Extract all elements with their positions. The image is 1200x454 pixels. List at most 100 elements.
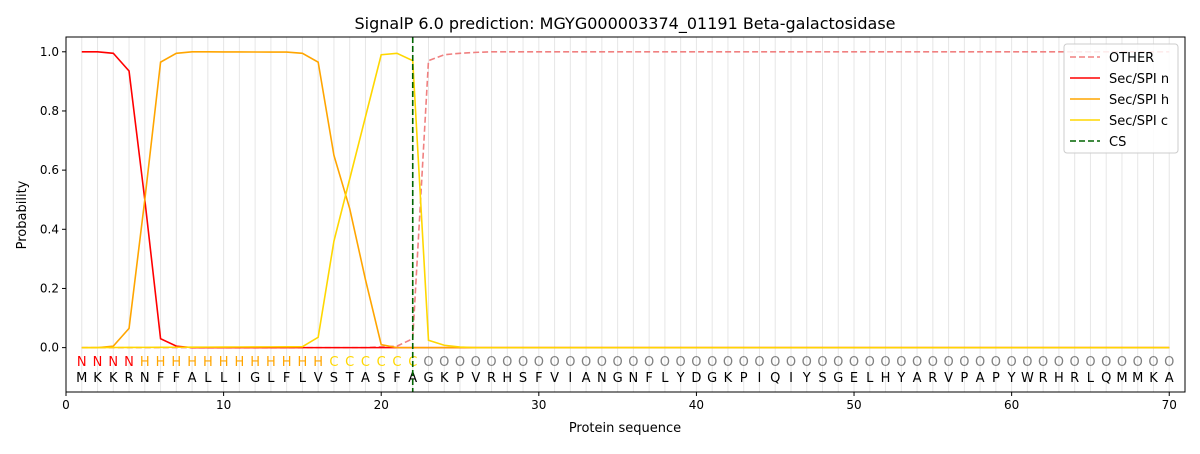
- residue-letter: G: [613, 371, 623, 386]
- residue-letter: V: [471, 371, 480, 386]
- y-axis-label: Probability: [15, 180, 30, 249]
- residue-letter: L: [661, 371, 669, 386]
- residue-letter: F: [173, 371, 180, 386]
- y-tick-label: 0.2: [40, 281, 59, 295]
- region-label: C: [345, 355, 354, 370]
- residue-letter: M: [1116, 371, 1127, 386]
- region-label: O: [455, 355, 465, 370]
- legend-label: Sec/SPI n: [1109, 72, 1169, 87]
- residue-letter: F: [157, 371, 164, 386]
- region-label: O: [691, 355, 701, 370]
- region-label: O: [991, 355, 1001, 370]
- region-label: O: [754, 355, 764, 370]
- residue-letter: A: [361, 371, 370, 386]
- region-label: O: [707, 355, 717, 370]
- residue-letter: V: [550, 371, 559, 386]
- residue-letter: S: [519, 371, 527, 386]
- x-tick-label: 0: [62, 398, 70, 412]
- residue-letter: K: [93, 371, 102, 386]
- region-label: O: [943, 355, 953, 370]
- residue-letter: P: [992, 371, 1000, 386]
- region-label: O: [1038, 355, 1048, 370]
- legend-label: OTHER: [1109, 51, 1154, 66]
- region-label: O: [486, 355, 496, 370]
- region-label: C: [361, 355, 370, 370]
- residue-letter: Q: [770, 371, 780, 386]
- residue-letter: A: [188, 371, 197, 386]
- region-label: O: [1070, 355, 1080, 370]
- region-label: O: [896, 355, 906, 370]
- residue-letter: S: [818, 371, 826, 386]
- region-label: O: [676, 355, 686, 370]
- region-label: N: [124, 355, 134, 370]
- region-label: O: [660, 355, 670, 370]
- region-label: O: [1007, 355, 1017, 370]
- y-tick-label: 1.0: [40, 45, 59, 59]
- region-label: O: [502, 355, 512, 370]
- region-label: O: [865, 355, 875, 370]
- region-label: O: [880, 355, 890, 370]
- region-label: H: [266, 355, 276, 370]
- region-label: O: [613, 355, 623, 370]
- residue-letter: I: [568, 371, 572, 386]
- region-label: H: [250, 355, 260, 370]
- region-label: H: [298, 355, 308, 370]
- region-label: O: [581, 355, 591, 370]
- x-tick-label: 50: [846, 398, 861, 412]
- residue-letter: K: [1149, 371, 1158, 386]
- x-tick-label: 10: [216, 398, 231, 412]
- region-label: O: [849, 355, 859, 370]
- residue-letter: S: [330, 371, 338, 386]
- residue-letter: I: [789, 371, 793, 386]
- series-line-sec-spi-n: [81, 50, 1170, 349]
- region-label: O: [439, 355, 449, 370]
- region-label: O: [1101, 355, 1111, 370]
- region-label: C: [392, 355, 401, 370]
- residue-letter: G: [707, 371, 717, 386]
- series-line-sec-spi-h: [81, 50, 1170, 349]
- region-label: O: [549, 355, 559, 370]
- residue-letter: M: [76, 371, 87, 386]
- residue-letter: K: [724, 371, 733, 386]
- region-label: O: [802, 355, 812, 370]
- legend-box: [1063, 43, 1179, 154]
- residue-letter: H: [1054, 371, 1064, 386]
- residue-letter: A: [1165, 371, 1174, 386]
- residue-letter: A: [582, 371, 591, 386]
- residue-letter: Y: [1007, 371, 1016, 386]
- region-label: O: [1133, 355, 1143, 370]
- region-label: O: [817, 355, 827, 370]
- region-label: H: [187, 355, 197, 370]
- residue-letter: A: [408, 371, 417, 386]
- region-label: O: [565, 355, 575, 370]
- residue-letter: E: [850, 371, 858, 386]
- plot-frame: [65, 36, 1186, 393]
- region-label: O: [1022, 355, 1032, 370]
- residue-letter: P: [456, 371, 464, 386]
- residue-letter: R: [928, 371, 937, 386]
- residue-letter: Q: [1101, 371, 1111, 386]
- region-label: H: [156, 355, 166, 370]
- residue-letter: F: [535, 371, 542, 386]
- region-label: O: [518, 355, 528, 370]
- x-tick-label: 40: [689, 398, 704, 412]
- region-label: H: [171, 355, 181, 370]
- region-label: O: [644, 355, 654, 370]
- region-label: H: [203, 355, 213, 370]
- residue-letter: L: [866, 371, 874, 386]
- region-label: O: [959, 355, 969, 370]
- residue-letter: H: [881, 371, 891, 386]
- region-label: N: [108, 355, 118, 370]
- residue-letter: Y: [896, 371, 905, 386]
- residue-letter: H: [502, 371, 512, 386]
- residue-letter: F: [393, 371, 400, 386]
- region-label: H: [234, 355, 244, 370]
- legend-label: CS: [1109, 135, 1126, 150]
- region-label: O: [471, 355, 481, 370]
- region-label: O: [928, 355, 938, 370]
- region-label: O: [912, 355, 922, 370]
- region-label: N: [93, 355, 103, 370]
- region-label: N: [77, 355, 87, 370]
- region-label: C: [377, 355, 386, 370]
